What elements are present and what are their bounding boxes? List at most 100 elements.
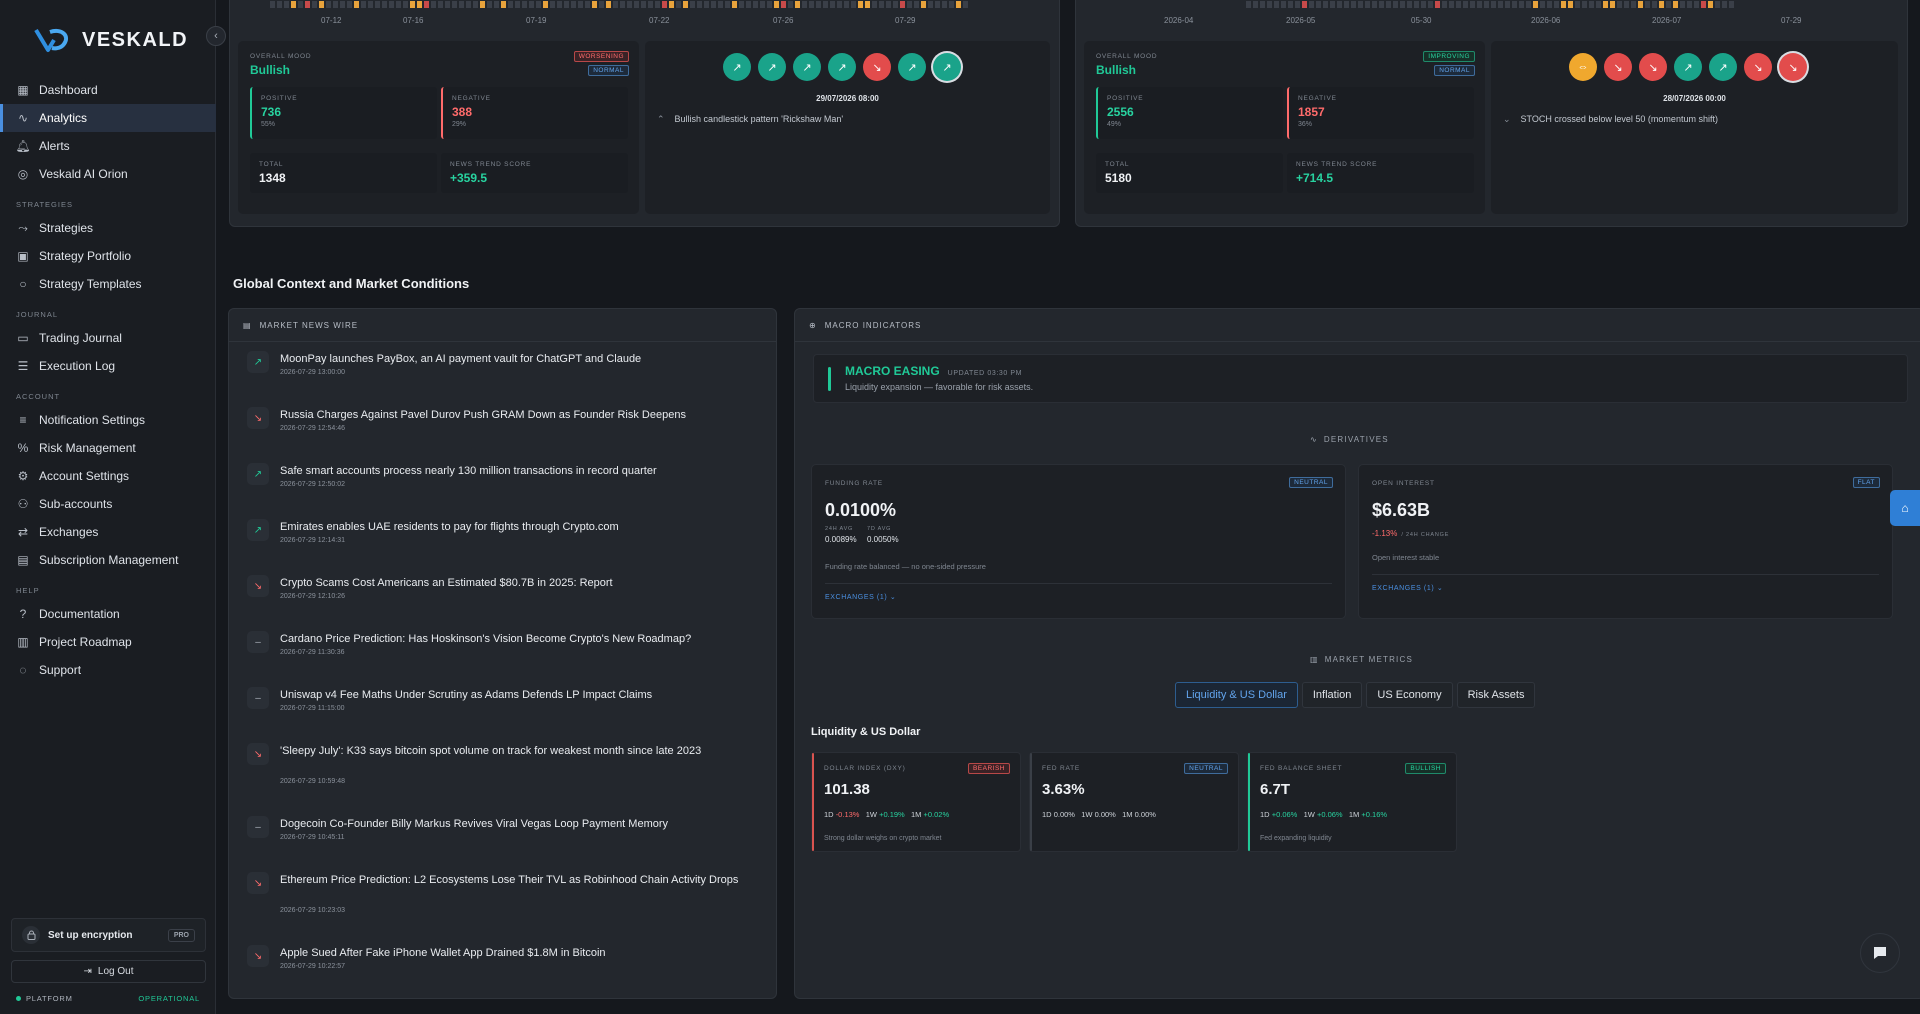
sidebar-item-alerts[interactable]: 🔔︎ Alerts: [0, 132, 216, 160]
receipt-icon: ▤: [17, 553, 29, 567]
metric-changes: 1D +0.06% 1W +0.06% 1M +0.16%: [1260, 810, 1387, 819]
spark-bar: [1316, 1, 1321, 8]
sidebar-item-documentation[interactable]: ? Documentation: [0, 600, 216, 628]
sidebar-item-exchanges[interactable]: ⇄ Exchanges: [0, 518, 216, 546]
oi-exchanges-link[interactable]: EXCHANGES (1) ⌄: [1372, 584, 1443, 592]
spark-bar: [963, 1, 968, 8]
setup-encryption-button[interactable]: Set up encryption PRO: [11, 918, 206, 952]
spark-bar: [1631, 1, 1636, 8]
chevron-down-icon: ⌄: [1503, 114, 1511, 124]
sentiment-spark-bars: [1246, 1, 1734, 9]
sidebar-item-sub-accounts[interactable]: ⚇ Sub-accounts: [0, 490, 216, 518]
metric-card-fed-balance[interactable]: FED BALANCE SHEET BULLISH 6.7T 1D +0.06%…: [1247, 752, 1457, 852]
sidebar-item-trading-journal[interactable]: ▭ Trading Journal: [0, 324, 216, 352]
sidebar-item-execution-log[interactable]: ☰ Execution Log: [0, 352, 216, 380]
oi-badge: FLAT: [1852, 477, 1880, 488]
logout-button[interactable]: ⇥ Log Out: [11, 960, 206, 983]
avg-7d-label: 7D AVG: [867, 526, 892, 532]
spark-bar: [1463, 1, 1468, 8]
signal-down-icon[interactable]: ↘: [1744, 53, 1772, 81]
signal-up-icon[interactable]: ↗: [723, 53, 751, 81]
trend-badge: WORSENING: [573, 51, 629, 62]
spark-bar: [732, 1, 737, 8]
funding-exchanges-label: EXCHANGES (1): [825, 594, 888, 601]
tick-label: 07-16: [403, 16, 424, 25]
news-timestamp: 2026-07-29 12:54:46: [280, 425, 345, 432]
mood-panel: OVERALL MOOD Bullish WORSENING NORMAL PO…: [238, 41, 639, 214]
help-circle-icon: ?: [19, 607, 27, 621]
sidebar-item-project-roadmap[interactable]: ▥ Project Roadmap: [0, 628, 216, 656]
spark-bar: [1260, 1, 1265, 8]
sidebar-item-analytics[interactable]: ∿ Analytics: [0, 104, 216, 132]
spark-bar: [1617, 1, 1622, 8]
signal-circles: ↗ ↗ ↗ ↗ ↘ ↗ ↗: [723, 53, 961, 81]
spark-bar: [375, 1, 380, 8]
tick-label: 07-29: [895, 16, 916, 25]
tab-risk-assets[interactable]: Risk Assets: [1456, 682, 1536, 708]
trend-down-icon: ↘: [247, 945, 269, 967]
collapse-sidebar-button[interactable]: ‹: [206, 26, 226, 46]
chevron-left-icon: ‹: [214, 30, 218, 42]
signal-row[interactable]: ⌄ STOCH crossed below level 50 (momentum…: [1503, 114, 1718, 125]
sidebar-item-risk-management[interactable]: % Risk Management: [0, 434, 216, 462]
spark-bar: [1393, 1, 1398, 8]
sidebar-item-strategy-portfolio[interactable]: ▣ Strategy Portfolio: [0, 242, 216, 270]
spark-bar: [1533, 1, 1538, 8]
signal-up-icon[interactable]: ↗: [898, 53, 926, 81]
signal-down-icon[interactable]: ↘: [1779, 53, 1807, 81]
sidebar-item-notification-settings[interactable]: ≡ Notification Settings: [0, 406, 216, 434]
brand-logo[interactable]: VESKALD: [34, 26, 188, 54]
funding-badge: NEUTRAL: [1289, 477, 1333, 488]
sidebar-item-support[interactable]: ◌ Support: [0, 656, 216, 684]
spark-bar: [1540, 1, 1545, 8]
sidebar-item-veskald-ai-orion[interactable]: ◎ Veskald AI Orion: [0, 160, 216, 188]
signal-up-icon[interactable]: ↗: [828, 53, 856, 81]
signal-up-icon[interactable]: ↗: [1674, 53, 1702, 81]
signal-down-icon[interactable]: ↘: [1639, 53, 1667, 81]
chat-button[interactable]: [1860, 933, 1900, 973]
spark-bar: [305, 1, 310, 8]
spark-bar: [592, 1, 597, 8]
spark-bar: [1547, 1, 1552, 8]
positive-stat: POSITIVE 736 55%: [250, 87, 437, 139]
signal-up-icon[interactable]: ↗: [758, 53, 786, 81]
spark-bar: [1337, 1, 1342, 8]
market-metrics-title: MARKET METRICS: [1324, 655, 1413, 664]
spark-bar: [417, 1, 422, 8]
signal-row[interactable]: ⌃ Bullish candlestick pattern 'Rickshaw …: [657, 114, 843, 125]
tab-us-economy[interactable]: US Economy: [1366, 682, 1453, 708]
spark-bar: [1309, 1, 1314, 8]
tick-label: 07-22: [649, 16, 670, 25]
signal-up-icon[interactable]: ↗: [1709, 53, 1737, 81]
signal-up-icon[interactable]: ↗: [933, 53, 961, 81]
tab-inflation[interactable]: Inflation: [1301, 682, 1363, 708]
metric-card-dxy[interactable]: DOLLAR INDEX (DXY) BEARISH 101.38 1D -0.…: [811, 752, 1021, 852]
sidebar-item-label: Strategies: [39, 221, 94, 235]
open-interest-value: $6.63B: [1372, 500, 1431, 520]
sidebar-item-subscription-management[interactable]: ▤ Subscription Management: [0, 546, 216, 574]
signal-up-icon[interactable]: ↗: [793, 53, 821, 81]
sidebar-item-strategies[interactable]: ⤳ Strategies: [0, 214, 216, 242]
spark-bar: [697, 1, 702, 8]
signal-date: 29/07/2026 08:00: [816, 94, 879, 103]
signal-down-icon[interactable]: ↘: [863, 53, 891, 81]
signal-down-icon[interactable]: ↘: [1604, 53, 1632, 81]
funding-exchanges-link[interactable]: EXCHANGES (1) ⌄: [825, 593, 896, 601]
signal-neutral-icon[interactable]: ⇔: [1569, 53, 1597, 81]
sidebar-item-dashboard[interactable]: ▦ Dashboard: [0, 76, 216, 104]
period-label: 1D: [1042, 810, 1052, 819]
spark-bar: [1421, 1, 1426, 8]
gear-icon: ⚙: [17, 469, 29, 483]
spark-bar: [1638, 1, 1643, 8]
map-icon: ▥: [17, 635, 29, 649]
assistant-side-tab[interactable]: ⌂: [1890, 490, 1920, 526]
tab-liquidity[interactable]: Liquidity & US Dollar: [1175, 682, 1298, 708]
setup-encryption-label: Set up encryption: [48, 929, 133, 941]
oi-note: Open interest stable: [1372, 553, 1440, 562]
spark-bar: [942, 1, 947, 8]
funding-rate-label: FUNDING RATE: [825, 480, 883, 487]
spark-bar: [1673, 1, 1678, 8]
sidebar-item-account-settings[interactable]: ⚙ Account Settings: [0, 462, 216, 490]
metric-card-fed-rate[interactable]: FED RATE NEUTRAL 3.63% 1D 0.00% 1W 0.00%…: [1029, 752, 1239, 852]
sidebar-item-strategy-templates[interactable]: ○ Strategy Templates: [0, 270, 216, 298]
